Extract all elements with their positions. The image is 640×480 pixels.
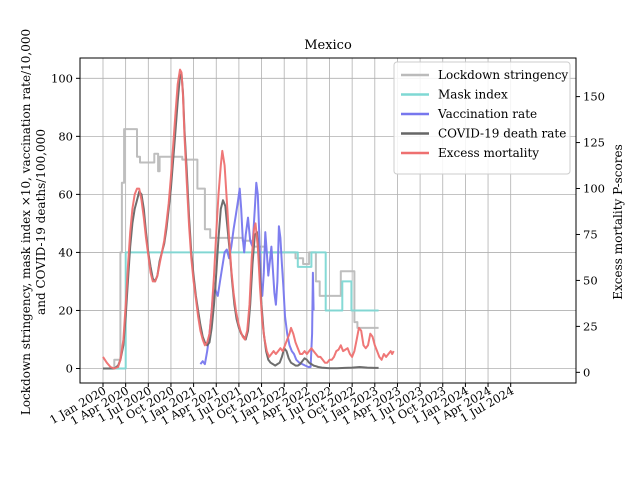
series-lockdown-stringency-line <box>103 128 379 370</box>
plot-frame <box>79 57 577 384</box>
legend-excess-mortality-label: Excess mortality <box>438 146 539 160</box>
grid <box>80 58 576 383</box>
y-left-tick-label: 100 <box>51 71 73 85</box>
legend-mask-index-label: Mask index <box>438 88 508 102</box>
legend-box <box>393 61 571 175</box>
y-left-tick-label: 40 <box>58 245 73 259</box>
y-axis-left-label-line1: Lockdown stringency, mask index ×10, vac… <box>19 29 33 415</box>
y-left-tick-label: 60 <box>58 187 73 201</box>
legend-vaccination-rate-label: Vaccination rate <box>437 107 537 121</box>
series-group <box>102 68 395 370</box>
y-left-tick-label: 0 <box>66 361 73 375</box>
y-right-tick-label: 25 <box>583 319 598 333</box>
y-right-tick-label: 0 <box>583 365 590 379</box>
chart-title: Mexico <box>304 38 352 53</box>
y-right-tick-label: 75 <box>583 227 598 241</box>
legend-covid-19-death-rate-label: COVID-19 death rate <box>438 127 566 141</box>
y-axis-right-label: Excess mortality P-scores <box>611 144 625 299</box>
y-right-tick-label: 50 <box>583 273 598 287</box>
series-excess-mortality-line <box>102 68 395 370</box>
y-axis-left: 0 20 40 60 80 100 <box>51 71 80 375</box>
y-right-tick-label: 100 <box>583 182 605 196</box>
y-right-tick-label: 125 <box>583 136 605 150</box>
legend: Lockdown stringency Mask index Vaccination… <box>393 61 571 175</box>
y-axis-left-label-line2: and COVID-19 deaths/100,000 <box>34 129 48 315</box>
legend-lockdown-stringency-label: Lockdown stringency <box>438 68 568 82</box>
y-axis-right: 0 25 50 75 100 125 150 <box>576 90 605 379</box>
series-vaccination-rate-line <box>199 181 315 368</box>
y-left-tick-label: 20 <box>58 303 73 317</box>
series-mask-index-line <box>103 251 379 370</box>
y-left-tick-label: 80 <box>58 129 73 143</box>
y-right-tick-label: 150 <box>583 90 605 104</box>
